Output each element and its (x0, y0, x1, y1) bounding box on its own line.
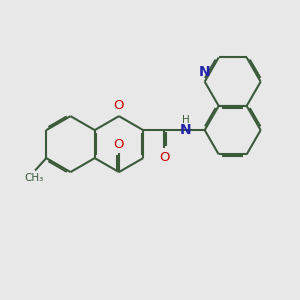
Text: N: N (199, 65, 211, 79)
Text: H: H (182, 116, 189, 125)
Text: O: O (114, 99, 124, 112)
Text: N: N (180, 123, 191, 137)
Text: O: O (114, 138, 124, 151)
Text: O: O (159, 151, 169, 164)
Text: CH₃: CH₃ (24, 173, 43, 183)
